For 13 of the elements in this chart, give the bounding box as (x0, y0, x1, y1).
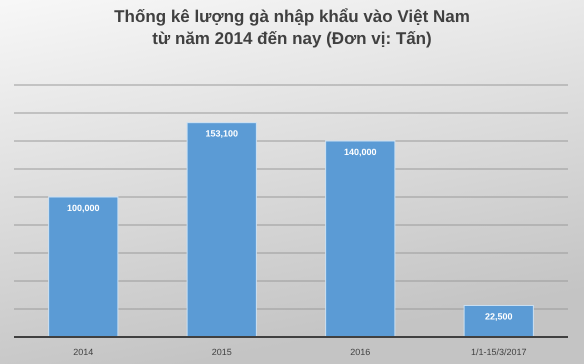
bar (464, 305, 534, 338)
x-tick-label: 2016 (350, 347, 370, 357)
bar (186, 122, 257, 338)
bar (325, 140, 396, 338)
data-label: 153,100 (205, 128, 238, 139)
x-tick-label: 2015 (212, 347, 232, 357)
data-label: 22,500 (484, 312, 513, 322)
x-tick-label: 2014 (73, 347, 94, 357)
data-label: 140,000 (344, 147, 377, 157)
data-label: 100,000 (66, 203, 100, 213)
chart-title: Thống kê lượng gà nhập khẩu vào Việt Nam từ năm 2014 đến nay (Đơn vị: Tấn) (114, 7, 470, 48)
bar (48, 196, 118, 338)
x-tick-label: 1/1-15/3/2017 (470, 347, 527, 357)
